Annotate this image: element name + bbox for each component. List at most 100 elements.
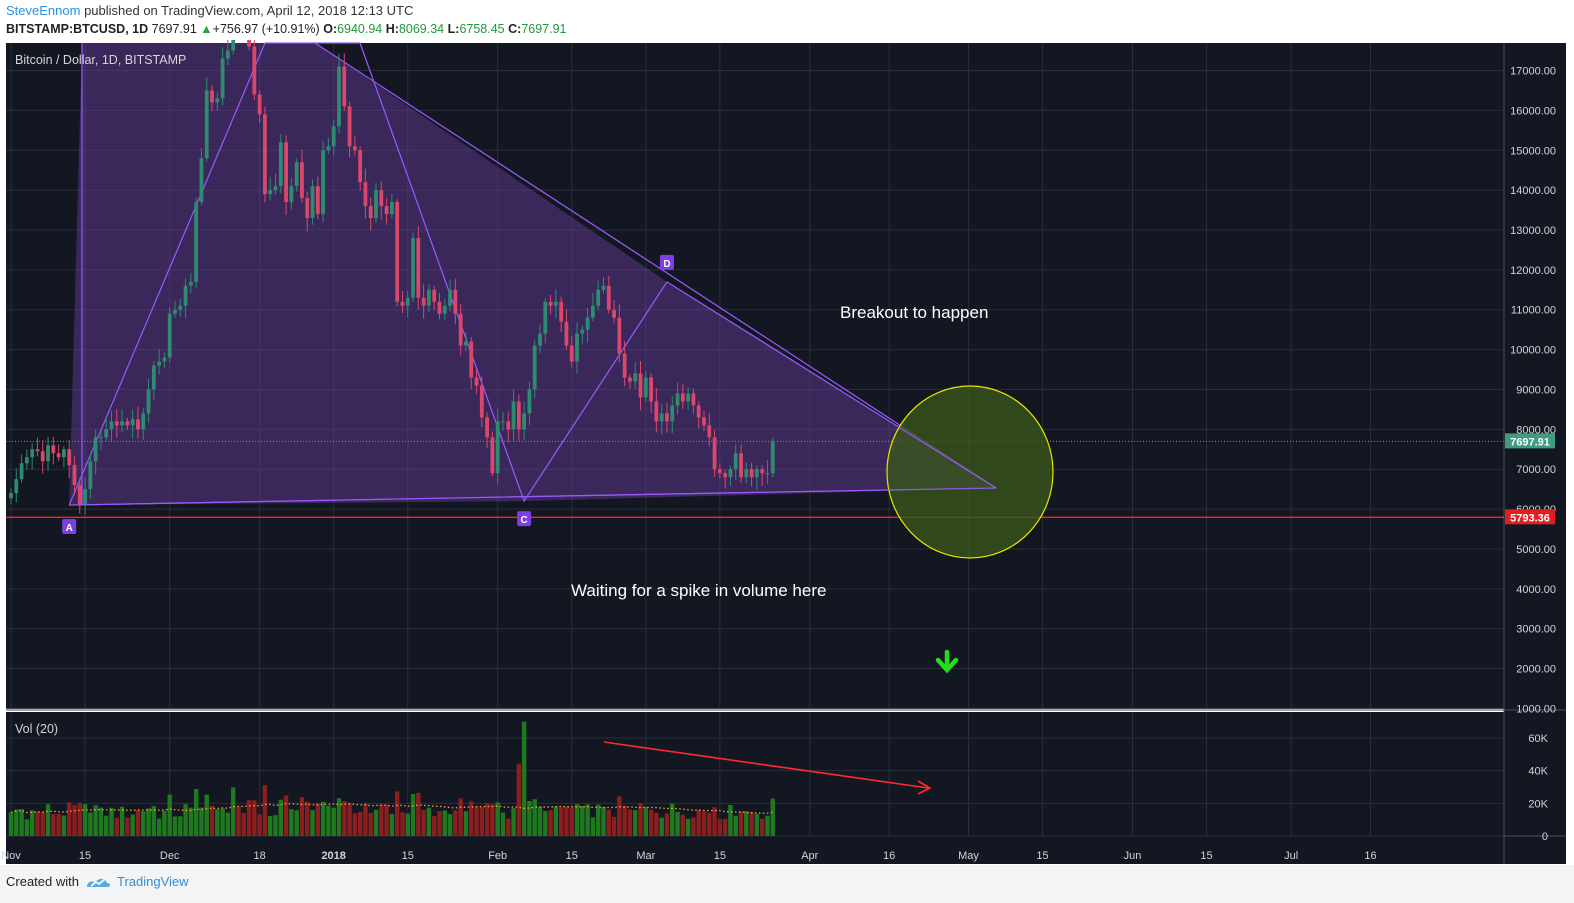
volume-bar [638, 803, 643, 836]
volume-bar [389, 813, 395, 836]
open-value: 6940.94 [337, 22, 383, 36]
pattern-point-marker [62, 519, 77, 535]
candle-body [601, 285, 606, 290]
price-chart[interactable]: 17000.00 16000.00 15000.00 14000.00 13000.00… [0, 40, 1574, 865]
candle-body [183, 285, 188, 306]
candle-body [120, 421, 124, 426]
candle-body [675, 393, 680, 406]
volume-bar [141, 811, 146, 836]
volume-tick-label: 60K [1528, 733, 1548, 745]
price-tick-label: 1000.00 [1516, 703, 1556, 715]
time-tick-label: 15 [1200, 850, 1212, 862]
candle-body [638, 373, 643, 398]
volume-bar [368, 812, 373, 836]
price-tick-label: 14000.00 [1510, 185, 1556, 197]
resistance-line-overlay [666, 281, 997, 489]
volume-bar [490, 804, 495, 836]
tradingview-link[interactable]: TradingView [116, 874, 189, 889]
volume-bar [35, 811, 40, 836]
volume-bar [548, 810, 553, 836]
volume-bar [527, 801, 532, 836]
candle-body [485, 417, 489, 438]
price-tick-label: 12000.00 [1510, 265, 1556, 277]
candle-body [670, 405, 675, 422]
price-tick-label: 2000.00 [1516, 664, 1556, 676]
volume-bar [537, 806, 543, 836]
candle-body [257, 94, 262, 115]
volume-bar [595, 804, 601, 836]
volume-bar [215, 809, 220, 836]
volume-bar [246, 800, 252, 836]
candles [9, 40, 775, 515]
candle-body [723, 473, 728, 478]
volume-bar [315, 803, 321, 836]
volume-bar [305, 801, 310, 836]
candle-body [136, 419, 140, 430]
candle-body [680, 393, 685, 402]
close-value: 7697.91 [521, 22, 567, 36]
volume-bar [109, 807, 114, 836]
volume-bar [331, 807, 336, 836]
price-tick-label: 5000.00 [1516, 544, 1556, 556]
pattern-point-marker [659, 254, 674, 270]
volume-bar [659, 817, 664, 836]
candle-body [585, 317, 590, 330]
volume-bar [685, 818, 691, 836]
volume-bar [722, 818, 728, 836]
volume-bar [733, 815, 738, 836]
volume-bar [759, 818, 765, 836]
ohlc-line: BITSTAMP:BTCUSD, 1D 7697.91 ▲+756.97 (+1… [6, 22, 567, 36]
candle-body [130, 419, 135, 426]
candle-body [337, 66, 341, 127]
last-price-badge [1505, 433, 1555, 449]
footer-bar [0, 865, 1574, 903]
volume-bar [754, 813, 760, 836]
volume-bar [104, 815, 109, 836]
volume-bar [19, 809, 24, 836]
candle-body [114, 421, 119, 426]
candle-body [162, 357, 167, 362]
volume-bar [14, 809, 19, 836]
volume-bar [558, 807, 564, 836]
time-tick-label: 15 [402, 850, 414, 862]
volume-bar [204, 794, 209, 836]
price-tick-label: 8000.00 [1516, 424, 1556, 436]
volume-bar [648, 809, 654, 836]
volume-bar [88, 812, 93, 836]
candle-body [733, 453, 738, 470]
candle-body [231, 40, 236, 51]
volume-bar [299, 797, 305, 836]
candle-body [379, 190, 384, 207]
price-tick-label: 9000.00 [1516, 384, 1556, 396]
volume-bar [738, 811, 744, 836]
candle-body [596, 289, 601, 306]
last-price-badge-label: 7697.91 [1510, 436, 1550, 448]
volume-bar [98, 807, 104, 836]
time-tick-label: May [958, 850, 979, 862]
candle-body [654, 401, 659, 422]
candle-body [294, 162, 299, 187]
volume-bar [670, 803, 675, 836]
volume-bar [326, 805, 331, 836]
candle-body [273, 186, 278, 191]
candle-body [252, 46, 257, 95]
open-label: O: [323, 22, 338, 36]
candle-body [633, 373, 638, 382]
author-link[interactable]: SteveEnnom [6, 3, 81, 18]
volume-bar [500, 812, 506, 836]
candle-body [728, 469, 733, 478]
volume-bar [479, 806, 485, 836]
time-tick-label: 15 [566, 850, 578, 862]
volume-bar [66, 802, 72, 836]
volume-bar [611, 816, 617, 836]
candle-body [490, 437, 495, 474]
volume-bar [654, 812, 659, 836]
candle-body [617, 317, 622, 354]
candle-body [479, 385, 484, 418]
volume-bar [262, 785, 268, 836]
candle-body [14, 479, 19, 494]
volume-label: Vol (20) [15, 722, 58, 736]
footer: Created with TradingView [6, 874, 189, 889]
candle-body [46, 445, 50, 462]
volume-trend-arrow [603, 741, 929, 789]
